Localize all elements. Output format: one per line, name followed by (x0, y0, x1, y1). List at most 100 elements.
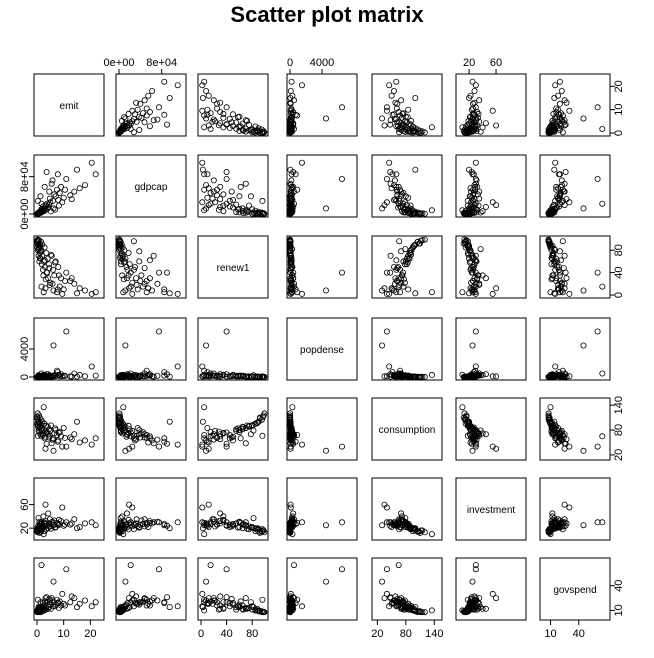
point-consumption-govspend-68 (548, 424, 555, 431)
point-renew1-gdpcap-63 (143, 277, 150, 284)
point-consumption-emit-67 (35, 427, 42, 434)
point-popdense-govspend-54 (599, 370, 606, 377)
point-investment-emit-1 (88, 519, 95, 526)
x-tick-label-emit-1: 10 (58, 628, 70, 640)
point-investment-popdense-12 (294, 519, 301, 526)
point-govspend-gdpcap-59 (163, 594, 170, 601)
point-popdense-emit-52 (50, 342, 57, 349)
point-gdpcap-investment-62 (464, 197, 471, 204)
point-consumption-gdpcap-49 (116, 413, 123, 420)
point-emit-consumption-5 (398, 97, 405, 104)
point-govspend-popdense-68 (288, 606, 295, 613)
point-consumption-govspend-61 (556, 431, 563, 438)
point-gdpcap-consumption-46 (421, 210, 428, 217)
panel-govspend-vs-consumption (371, 557, 443, 621)
point-popdense-gdpcap-69 (116, 373, 123, 380)
point-emit-consumption-55 (392, 99, 399, 106)
point-gdpcap-consumption-49 (417, 210, 424, 217)
point-govspend-emit-58 (49, 597, 56, 604)
point-emit-investment-50 (489, 107, 496, 114)
point-consumption-renew1-68 (240, 424, 247, 431)
point-emit-consumption-16 (387, 117, 394, 124)
point-govspend-emit-68 (36, 606, 43, 613)
point-emit-gdpcap-8 (134, 106, 141, 113)
point-gdpcap-renew1-29 (226, 203, 233, 210)
point-consumption-popdense-7 (338, 443, 345, 450)
point-emit-gdpcap-6 (137, 100, 144, 107)
point-consumption-gdpcap-63 (143, 434, 150, 441)
point-gdpcap-emit-1 (88, 159, 95, 166)
point-renew1-emit-58 (49, 280, 56, 287)
point-renew1-investment-24 (474, 276, 481, 283)
point-gdpcap-popdense-64 (289, 202, 296, 209)
point-consumption-gdpcap-52 (122, 447, 129, 454)
point-investment-govspend-50 (566, 504, 573, 511)
point-popdense-gdpcap-1 (174, 363, 181, 370)
point-gdpcap-popdense-1 (298, 159, 305, 166)
point-gdpcap-renew1-61 (247, 193, 254, 200)
point-renew1-emit-69 (36, 242, 43, 249)
point-renew1-gdpcap-56 (141, 265, 148, 272)
point-renew1-govspend-53 (547, 289, 554, 296)
point-gdpcap-renew1-39 (236, 209, 243, 216)
point-gdpcap-popdense-58 (288, 177, 295, 184)
point-govspend-emit-62 (34, 596, 41, 603)
point-renew1-emit-50 (59, 290, 66, 297)
point-gdpcap-renew1-59 (223, 168, 230, 175)
point-renew1-investment-69 (466, 242, 473, 249)
point-consumption-emit-16 (48, 440, 55, 447)
point-emit-investment-55 (471, 99, 478, 106)
point-gdpcap-consumption-58 (391, 177, 398, 184)
point-emit-popdense-0 (288, 78, 295, 85)
point-govspend-gdpcap-60 (146, 598, 153, 605)
point-renew1-emit-11 (55, 263, 62, 270)
point-renew1-govspend-52 (580, 287, 587, 294)
point-govspend-investment-68 (470, 606, 477, 613)
point-gdpcap-renew1-64 (220, 202, 227, 209)
point-emit-gdpcap-1 (174, 82, 181, 89)
point-investment-gdpcap-62 (130, 526, 137, 533)
point-investment-emit-65 (52, 524, 59, 531)
point-consumption-renew1-59 (223, 440, 230, 447)
point-emit-investment-65 (466, 114, 473, 121)
point-emit-consumption-51 (381, 122, 388, 129)
point-popdense-consumption-67 (402, 372, 409, 379)
point-gdpcap-govspend-69 (549, 210, 556, 217)
panels: emit gdpcap renew1 popdense consumption inves… (33, 73, 611, 621)
point-popdense-renew1-60 (237, 372, 244, 379)
point-gdpcap-popdense-67 (288, 209, 295, 216)
point-govspend-popdense-65 (287, 603, 294, 610)
point-popdense-consumption-59 (387, 371, 394, 378)
point-govspend-investment-7 (472, 566, 479, 573)
point-consumption-investment-45 (467, 422, 474, 429)
point-renew1-govspend-49 (545, 237, 552, 244)
point-renew1-emit-3 (76, 285, 83, 292)
point-renew1-gdpcap-69 (116, 242, 123, 249)
point-gdpcap-renew1-42 (242, 209, 249, 216)
point-consumption-popdense-69 (287, 419, 294, 426)
point-emit-gdpcap-57 (161, 111, 168, 118)
point-emit-renew1-8 (204, 106, 211, 113)
point-investment-renew1-55 (217, 520, 224, 527)
point-renew1-govspend-22 (556, 269, 563, 276)
point-emit-popdense-1 (298, 82, 305, 89)
point-renew1-consumption-1 (386, 290, 393, 297)
point-renew1-investment-55 (471, 275, 478, 282)
point-consumption-govspend-54 (599, 433, 606, 440)
point-consumption-renew1-11 (229, 437, 236, 444)
point-renew1-investment-59 (468, 269, 475, 276)
point-renew1-gdpcap-19 (126, 261, 133, 268)
panel-emit-vs-popdense (286, 73, 358, 137)
point-consumption-renew1-16 (242, 440, 249, 447)
point-investment-govspend-61 (556, 524, 563, 531)
point-popdense-investment-50 (489, 373, 496, 380)
point-popdense-investment-51 (493, 373, 500, 380)
point-renew1-gdpcap-57 (161, 286, 168, 293)
point-renew1-popdense-64 (289, 272, 296, 279)
point-renew1-gdpcap-58 (154, 280, 161, 287)
panel-consumption-vs-popdense (286, 397, 358, 461)
point-emit-popdense-68 (288, 127, 295, 134)
point-renew1-investment-64 (475, 272, 482, 279)
point-investment-govspend-52 (580, 522, 587, 529)
point-gdpcap-renew1-52 (203, 205, 210, 212)
